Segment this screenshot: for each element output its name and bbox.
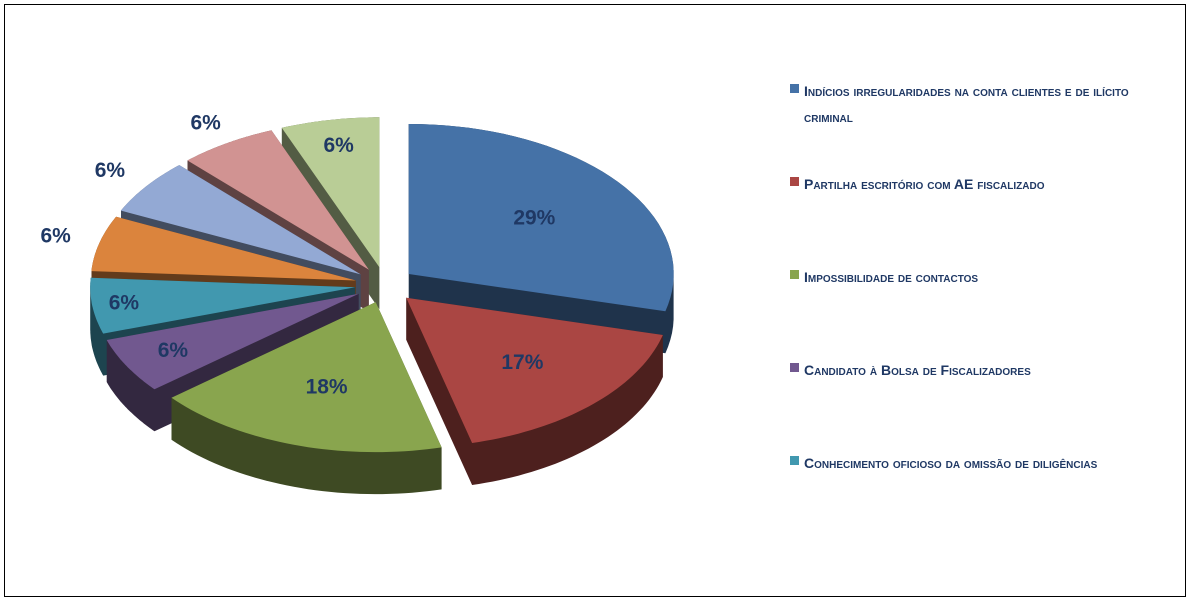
legend-entry: Indícios irregularidades na conta client…	[790, 78, 1150, 171]
slice	[187, 130, 369, 270]
legend-label: Indícios irregularidades na conta client…	[804, 83, 1129, 125]
legend-label: Candidato à Bolsa de Fiscalizadores	[804, 362, 1031, 378]
legend-swatch	[790, 84, 799, 93]
legend-label: Partilha escritório com AE fiscalizado	[804, 176, 1045, 192]
slice	[90, 277, 356, 334]
legend-swatch	[790, 456, 799, 465]
data-label: 6%	[109, 291, 140, 314]
data-label: 17%	[501, 351, 543, 374]
data-label: 6%	[158, 339, 189, 362]
legend-swatch	[790, 270, 799, 279]
slice	[406, 297, 663, 443]
legend-label: Impossibilidade de contactos	[804, 269, 979, 285]
slice	[91, 216, 356, 281]
chart-frame	[4, 4, 1186, 597]
slice-side	[106, 293, 359, 432]
legend-swatch	[790, 363, 799, 372]
slice	[121, 165, 361, 275]
slice	[408, 124, 674, 312]
legend-entry: Impossibilidade de contactos	[790, 264, 1150, 357]
slice	[106, 293, 359, 390]
legend-entry: Partilha escritório com AE fiscalizado	[790, 171, 1150, 264]
data-label: 6%	[190, 112, 221, 135]
legend-label: Conhecimento oficioso da omissão de dili…	[804, 455, 1098, 471]
legend-entry: Candidato à Bolsa de Fiscalizadores	[790, 357, 1150, 450]
slice	[281, 117, 380, 268]
data-label: 6%	[95, 159, 126, 182]
slice	[171, 302, 442, 453]
legend-swatch	[790, 177, 799, 186]
data-label: 29%	[513, 206, 555, 229]
legend: Indícios irregularidades na conta client…	[790, 78, 1150, 543]
data-label: 6%	[323, 134, 354, 157]
legend-entry: Conhecimento oficioso da omissão de dili…	[790, 450, 1150, 543]
data-label: 18%	[306, 375, 348, 398]
data-label: 6%	[40, 224, 71, 247]
